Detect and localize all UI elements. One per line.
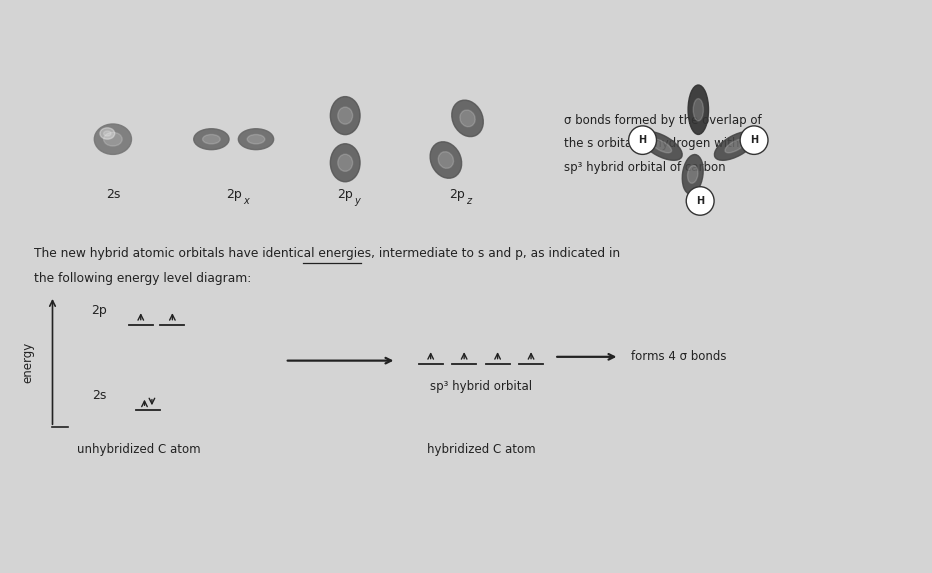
Text: unhybridized C atom: unhybridized C atom <box>77 444 200 457</box>
Text: y: y <box>354 196 360 206</box>
Text: 2p: 2p <box>91 304 107 317</box>
Ellipse shape <box>239 129 274 150</box>
Ellipse shape <box>715 131 757 160</box>
Ellipse shape <box>100 128 115 139</box>
Ellipse shape <box>94 124 131 154</box>
Circle shape <box>686 187 714 215</box>
Text: 2p: 2p <box>337 188 353 201</box>
Ellipse shape <box>202 135 220 144</box>
Ellipse shape <box>330 144 360 182</box>
Ellipse shape <box>337 154 352 171</box>
Text: forms 4 σ bonds: forms 4 σ bonds <box>631 350 727 363</box>
Text: sp³ hybrid orbital of carbon: sp³ hybrid orbital of carbon <box>564 161 725 174</box>
Ellipse shape <box>431 142 461 178</box>
Text: The new hybrid atomic orbitals have identical energies, intermediate to s and p,: The new hybrid atomic orbitals have iden… <box>34 247 620 260</box>
Ellipse shape <box>438 152 454 168</box>
Ellipse shape <box>688 85 708 135</box>
Ellipse shape <box>693 99 704 121</box>
Text: 2s: 2s <box>105 188 120 201</box>
Text: z: z <box>466 196 472 206</box>
Text: x: x <box>243 196 249 206</box>
Text: σ bonds formed by the overlap of: σ bonds formed by the overlap of <box>564 113 761 127</box>
Text: 2p: 2p <box>449 188 464 201</box>
Ellipse shape <box>651 139 672 153</box>
Text: H: H <box>638 135 647 145</box>
Ellipse shape <box>725 139 746 153</box>
Ellipse shape <box>688 166 698 183</box>
Ellipse shape <box>452 100 484 136</box>
Ellipse shape <box>682 155 704 194</box>
Text: H: H <box>696 196 705 206</box>
Ellipse shape <box>337 107 352 124</box>
Text: 2s: 2s <box>91 389 106 402</box>
Ellipse shape <box>330 97 360 135</box>
Text: 2p: 2p <box>226 188 241 201</box>
Ellipse shape <box>103 131 111 136</box>
Ellipse shape <box>103 132 122 146</box>
Ellipse shape <box>459 110 475 127</box>
Text: sp³ hybrid orbital: sp³ hybrid orbital <box>430 380 532 393</box>
Text: the s orbital of hydrogen with a: the s orbital of hydrogen with a <box>564 138 750 151</box>
Ellipse shape <box>640 131 682 160</box>
Text: H: H <box>750 135 758 145</box>
Text: energy: energy <box>21 342 34 383</box>
Text: the following energy level diagram:: the following energy level diagram: <box>34 272 251 285</box>
Circle shape <box>628 126 656 154</box>
Text: hybridized C atom: hybridized C atom <box>427 444 535 457</box>
Ellipse shape <box>194 129 229 150</box>
Circle shape <box>740 126 768 154</box>
Ellipse shape <box>247 135 265 144</box>
